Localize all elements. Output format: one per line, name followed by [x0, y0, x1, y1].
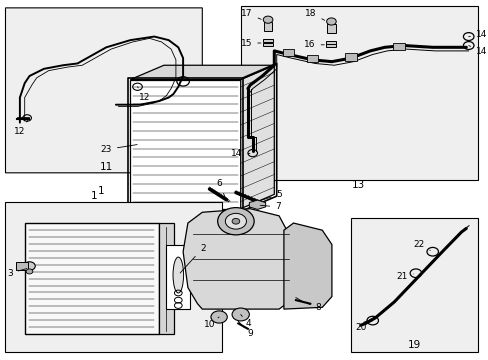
Circle shape	[217, 208, 254, 235]
Text: 6: 6	[216, 179, 224, 197]
Text: 17: 17	[241, 9, 261, 19]
Polygon shape	[183, 209, 298, 309]
Bar	[5, 202, 221, 352]
Text: 14: 14	[468, 45, 487, 56]
Text: 14: 14	[468, 30, 487, 39]
Text: 2: 2	[180, 244, 205, 273]
Bar	[263, 39, 272, 42]
Text: 8: 8	[307, 303, 320, 312]
Bar	[166, 244, 190, 309]
Text: 15: 15	[240, 39, 261, 48]
Text: 23: 23	[101, 145, 137, 154]
Text: 14: 14	[231, 149, 249, 158]
Polygon shape	[249, 200, 265, 210]
Text: 22: 22	[412, 240, 429, 251]
Circle shape	[225, 213, 246, 229]
Polygon shape	[240, 65, 274, 209]
Text: 10: 10	[203, 317, 219, 329]
Bar	[345, 53, 356, 60]
Polygon shape	[130, 65, 274, 80]
Circle shape	[26, 269, 33, 274]
Text: 3: 3	[7, 269, 27, 278]
Ellipse shape	[173, 257, 183, 293]
Circle shape	[326, 18, 336, 25]
Bar	[263, 22, 272, 31]
Circle shape	[263, 16, 272, 23]
Bar	[240, 6, 477, 180]
Circle shape	[232, 308, 249, 321]
Circle shape	[24, 262, 35, 270]
Polygon shape	[130, 80, 240, 209]
Circle shape	[232, 219, 239, 224]
Bar	[326, 24, 335, 33]
Text: 4: 4	[240, 315, 250, 328]
Bar	[306, 55, 318, 62]
Bar	[159, 223, 174, 334]
Bar	[263, 42, 272, 45]
Bar	[350, 218, 477, 352]
Text: 18: 18	[305, 9, 324, 20]
Polygon shape	[284, 223, 331, 309]
Text: 13: 13	[351, 180, 364, 190]
Text: 5: 5	[260, 190, 282, 201]
Text: 12: 12	[14, 120, 28, 136]
Bar	[325, 41, 335, 44]
Bar	[283, 49, 294, 56]
Polygon shape	[5, 8, 226, 173]
Text: 16: 16	[304, 40, 324, 49]
Text: 7: 7	[260, 202, 281, 211]
Polygon shape	[25, 223, 159, 334]
Text: 12: 12	[137, 87, 150, 102]
Text: 9: 9	[243, 326, 253, 338]
Text: 21: 21	[396, 272, 412, 281]
Text: 1: 1	[91, 191, 98, 201]
Bar	[392, 42, 404, 50]
Bar	[325, 44, 335, 47]
Text: 19: 19	[407, 340, 420, 350]
Text: 11: 11	[100, 162, 113, 172]
Text: 20: 20	[354, 320, 372, 332]
Text: 1: 1	[98, 186, 104, 196]
Bar	[16, 262, 28, 270]
Circle shape	[210, 311, 227, 323]
